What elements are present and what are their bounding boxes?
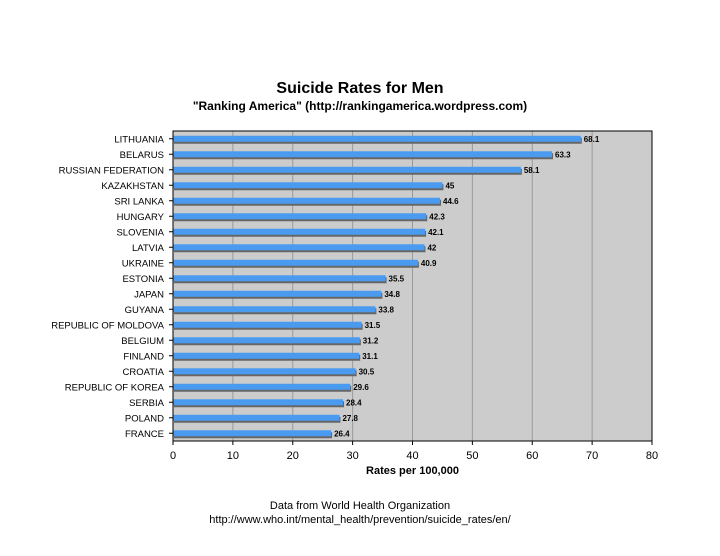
bar [173,414,340,421]
category-label: KAZAKHSTAN [101,181,164,192]
x-tick-label: 60 [526,450,538,462]
x-tick-label: 30 [347,450,359,462]
chart-title: Suicide Rates for Men [276,80,444,97]
bar [173,275,386,282]
bar-value-label: 35.5 [389,274,405,283]
bar [173,321,362,328]
category-label: UKRAINE [122,258,164,269]
bar-value-label: 68.1 [584,135,600,144]
bar [173,352,360,359]
category-label: SRI LANKA [114,196,164,207]
bar [173,368,356,375]
bar [173,135,581,142]
bar-value-label: 27.8 [342,414,358,423]
plot-border [172,130,653,442]
bar-value-label: 42.3 [429,212,445,221]
bar [173,228,426,235]
bar-value-label: 33.8 [378,305,394,314]
category-label: FINLAND [123,351,164,362]
category-label: JAPAN [134,289,164,300]
bar [173,430,332,437]
x-tick-label: 20 [287,450,299,462]
bar [173,244,425,251]
source-note: Data from World Health Organization [269,500,451,512]
category-label: BELARUS [120,150,164,161]
x-tick-label: 70 [586,450,598,462]
bar [173,290,382,297]
bar-value-label: 42.1 [428,228,444,237]
bar [173,213,427,220]
category-label: LITHUANIA [114,134,164,145]
category-label: SLOVENIA [116,227,164,238]
x-tick-label: 40 [406,450,418,462]
bar-value-label: 63.3 [555,150,571,159]
bar-value-label: 26.4 [334,429,350,438]
category-label: SERBIA [129,398,165,409]
category-label: POLAND [125,413,164,424]
category-label: RUSSIAN FEDERATION [59,165,165,176]
x-tick-label: 80 [646,450,658,462]
x-tick-label: 10 [227,450,239,462]
x-tick-label: 50 [466,450,478,462]
bar [173,306,376,313]
source-url: http://www.who.int/mental_health/prevent… [209,514,511,526]
category-label: BELGIUM [121,336,164,347]
bar [173,337,360,344]
bar [173,166,521,173]
bar-value-label: 58.1 [524,166,540,175]
category-label: CROATIA [122,367,164,378]
bar [173,399,344,406]
bar-value-label: 31.1 [362,352,378,361]
x-axis-title: Rates per 100,000 [366,465,459,477]
category-label: HUNGARY [117,212,165,223]
bar-value-label: 40.9 [421,259,437,268]
bar-value-label: 45 [445,181,454,190]
category-label: GUYANA [125,305,165,316]
bar [173,182,443,189]
bar-value-label: 28.4 [346,398,362,407]
bar-value-label: 29.6 [353,383,369,392]
category-label: FRANCE [125,429,164,440]
category-label: ESTONIA [122,274,164,285]
bar-value-label: 30.5 [359,367,375,376]
bar [173,259,418,266]
bar [173,197,441,204]
chart-subtitle: "Ranking America" (http://rankingamerica… [192,99,528,113]
bar-value-label: 31.2 [363,336,379,345]
bar-value-label: 34.8 [384,290,400,299]
category-label: LATVIA [132,243,165,254]
bar-value-label: 31.5 [365,321,381,330]
bar-value-label: 42 [427,243,436,252]
category-label: REPUBLIC OF MOLDOVA [51,320,164,331]
category-label: REPUBLIC OF KOREA [65,382,165,393]
bar-value-label: 44.6 [443,197,459,206]
bar [173,383,351,390]
x-tick-label: 0 [170,450,176,462]
bar [173,151,553,158]
